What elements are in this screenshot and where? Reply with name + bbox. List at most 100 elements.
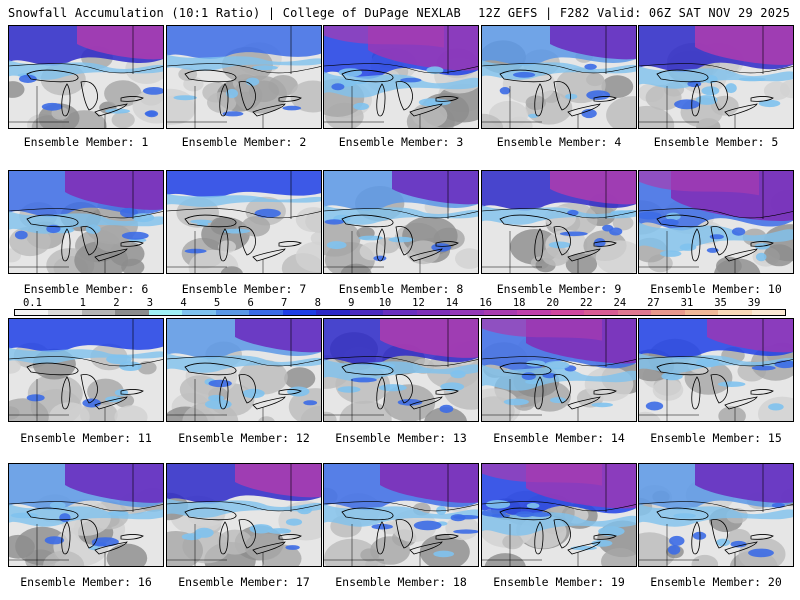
snowfall-map-graphic [482, 171, 636, 273]
colorbar-tick-label: 9 [348, 297, 355, 309]
colorbar-tick-label: 35 [714, 297, 727, 309]
snowfall-map-graphic [167, 26, 321, 128]
colorbar-tick-label: 14 [445, 297, 459, 309]
snowfall-map-graphic [482, 26, 636, 128]
ensemble-member-map [481, 463, 637, 567]
snowfall-map-graphic [324, 171, 478, 273]
ensemble-member-label: Ensemble Member: 1 [23, 135, 149, 149]
colorbar-tick-label: 31 [680, 297, 694, 309]
ensemble-member-map [323, 170, 479, 274]
colorbar-swatch [483, 310, 518, 315]
colorbar-swatch [684, 310, 719, 315]
colorbar-swatch [282, 310, 317, 315]
colorbar-swatch [249, 310, 283, 315]
colorbar-swatch [751, 310, 786, 315]
ensemble-member-map [166, 318, 322, 422]
ensemble-member-map [166, 25, 322, 129]
colorbar-tick-label: 24 [613, 297, 627, 309]
snowfall-map-graphic [324, 319, 478, 421]
colorbar-tick-label: 12 [412, 297, 425, 309]
colorbar-swatch [450, 310, 484, 315]
colorbar-swatch [81, 310, 116, 315]
colorbar-tick-label: 2 [113, 297, 120, 309]
ensemble-member-label: Ensemble Member: 6 [23, 282, 149, 296]
ensemble-member-map [481, 25, 637, 129]
colorbar-swatch [182, 310, 216, 315]
ensemble-member-label: Ensemble Member: 14 [493, 431, 625, 445]
snowfall-map-graphic [9, 319, 163, 421]
colorbar-tick-label: 4 [180, 297, 187, 309]
snowfall-map-graphic [167, 171, 321, 273]
colorbar-swatch [517, 310, 551, 315]
ensemble-member-map [638, 170, 794, 274]
ensemble-member-map [8, 463, 164, 567]
model-run-info: 12Z GEFS | F282 Valid: 06Z SAT NOV 29 20… [478, 6, 790, 20]
colorbar-tick-label: 8 [314, 297, 321, 309]
page-title: Snowfall Accumulation (10:1 Ratio) | Col… [8, 6, 461, 20]
ensemble-member-map [481, 318, 637, 422]
snowfall-map-graphic [639, 464, 793, 566]
colorbar-ticks: 0.1 1 2 3 4 5 6 7 8 9 10 12 14 16 18 20 22 24 27 31 35 39 [14, 297, 786, 309]
colorbar-tick-label: 1 [79, 297, 86, 309]
colorbar [14, 309, 786, 316]
ensemble-member-map [166, 170, 322, 274]
ensemble-member-map [323, 25, 479, 129]
ensemble-member-map [638, 318, 794, 422]
snowfall-map-graphic [482, 319, 636, 421]
snowfall-map-graphic [9, 26, 163, 128]
colorbar-tick-label: 18 [512, 297, 526, 309]
snowfall-map-graphic [482, 464, 636, 566]
ensemble-member-map [166, 463, 322, 567]
ensemble-member-label: Ensemble Member: 20 [650, 575, 782, 589]
ensemble-member-label: Ensemble Member: 7 [181, 282, 307, 296]
snowfall-map-graphic [639, 319, 793, 421]
colorbar-tick-label: 20 [546, 297, 560, 309]
ensemble-member-label: Ensemble Member: 16 [20, 575, 152, 589]
colorbar-swatch [316, 310, 350, 315]
colorbar-tick-label: 16 [479, 297, 492, 309]
colorbar-tick-label: 0.1 [22, 297, 42, 309]
ensemble-member-label: Ensemble Member: 9 [496, 282, 622, 296]
colorbar-tick-label: 27 [647, 297, 660, 309]
colorbar-tick-label: 7 [281, 297, 288, 309]
ensemble-member-label: Ensemble Member: 10 [650, 282, 782, 296]
colorbar-swatch [15, 310, 49, 315]
snowfall-map-graphic [9, 171, 163, 273]
colorbar-swatch [718, 310, 752, 315]
ensemble-member-map [323, 318, 479, 422]
ensemble-member-label: Ensemble Member: 19 [493, 575, 625, 589]
colorbar-tick-label: 10 [378, 297, 392, 309]
colorbar-swatch [617, 310, 652, 315]
colorbar-tick-label: 3 [146, 297, 154, 309]
snowfall-map-graphic [324, 464, 478, 566]
snowfall-map-graphic [167, 464, 321, 566]
ensemble-member-map [481, 170, 637, 274]
ensemble-member-label: Ensemble Member: 4 [496, 135, 622, 149]
colorbar-swatch [215, 310, 250, 315]
colorbar-tick-label: 5 [213, 297, 221, 309]
ensemble-member-label: Ensemble Member: 8 [338, 282, 464, 296]
ensemble-member-map [8, 318, 164, 422]
colorbar-swatch [550, 310, 585, 315]
snowfall-map-graphic [324, 26, 478, 128]
ensemble-member-label: Ensemble Member: 12 [178, 431, 310, 445]
ensemble-member-label: Ensemble Member: 2 [181, 135, 307, 149]
snowfall-map-graphic [639, 26, 793, 128]
ensemble-member-map [638, 25, 794, 129]
ensemble-member-label: Ensemble Member: 11 [20, 431, 152, 445]
colorbar-swatch [115, 310, 149, 315]
colorbar-tick-label: 39 [747, 297, 761, 309]
colorbar-tick-label: 22 [579, 297, 593, 309]
ensemble-member-map [323, 463, 479, 567]
colorbar-swatch [349, 310, 384, 315]
colorbar-swatch [651, 310, 685, 315]
colorbar-swatch [584, 310, 618, 315]
snowfall-map-graphic [639, 171, 793, 273]
colorbar-swatch [48, 310, 82, 315]
ensemble-member-label: Ensemble Member: 3 [338, 135, 464, 149]
snowfall-map-graphic [9, 464, 163, 566]
colorbar-swatch [148, 310, 183, 315]
snowfall-map-graphic [167, 319, 321, 421]
colorbar-swatch [383, 310, 417, 315]
ensemble-member-map [8, 170, 164, 274]
